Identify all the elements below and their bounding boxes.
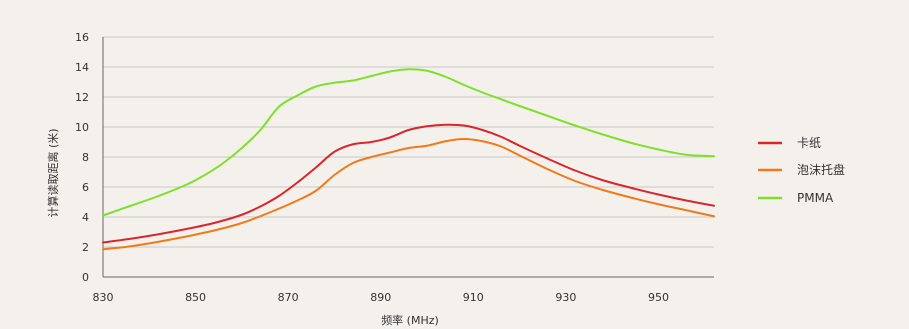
legend-label: 卡纸: [797, 136, 821, 150]
legend-label: 泡沫托盘: [797, 162, 845, 177]
y-tick-label: 8: [82, 151, 89, 164]
y-tick-labels: 0 2 4 6 8 10 12 14 16: [75, 31, 89, 284]
y-tick-label: 10: [75, 121, 89, 134]
y-tick-label: 12: [75, 91, 89, 104]
series-line-0: [102, 123, 715, 244]
series-line-2: [102, 68, 715, 217]
x-tick-label: 950: [648, 291, 669, 304]
x-tick-label: 910: [463, 291, 484, 304]
y-tick-label: 4: [82, 211, 89, 224]
x-tick-label: 850: [185, 291, 206, 304]
y-tick-label: 16: [75, 31, 89, 44]
y-tick-label: 14: [75, 61, 89, 74]
y-axis-title: 计算读取距离 (米): [46, 128, 60, 217]
x-tick-label: 830: [93, 291, 114, 304]
x-tick-label: 870: [278, 291, 299, 304]
y-tick-label: 0: [82, 271, 89, 284]
legend-label: PMMA: [797, 191, 834, 205]
x-axis-title: 频率 (MHz): [381, 313, 439, 327]
x-tick-label: 930: [555, 291, 576, 304]
y-tick-label: 6: [82, 181, 89, 194]
x-tick-labels: 830 850 870 890 910 930 950: [93, 291, 669, 304]
gridlines: [103, 36, 714, 248]
series-lines: [102, 68, 715, 251]
series-line-1: [102, 138, 715, 251]
x-tick-label: 890: [370, 291, 391, 304]
axes: [102, 37, 714, 278]
y-tick-label: 2: [82, 241, 89, 254]
